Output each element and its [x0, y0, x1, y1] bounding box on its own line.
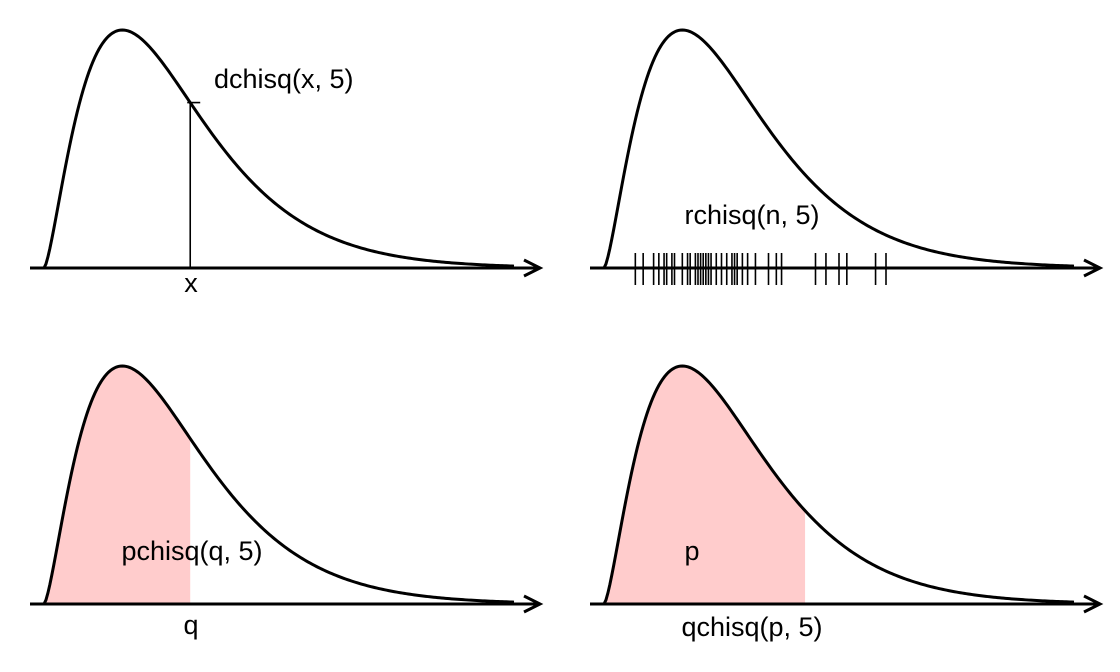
cdf-density-curve [42, 364, 515, 605]
density-function-label: dchisq(x, 5) [214, 64, 354, 94]
cdf-function-label: pchisq(q, 5) [121, 536, 262, 566]
cdf-shaded-area [44, 366, 191, 604]
density-x-label: x [184, 268, 198, 298]
random-axis-arrow [590, 258, 1104, 278]
cdf-axis-arrow [30, 594, 544, 614]
quantile-density-curve [602, 364, 1075, 605]
cdf-q-label: q [183, 610, 198, 640]
quantile-p-label: p [684, 536, 699, 566]
density-panel: dchisq(x, 5) x [30, 28, 544, 298]
quantile-shaded-area [604, 366, 806, 604]
quantile-panel: p qchisq(p, 5) [590, 364, 1104, 642]
quantile-axis-arrow [590, 594, 1104, 614]
random-panel: rchisq(n, 5) [590, 28, 1104, 285]
random-density-curve [602, 28, 1075, 269]
quantile-function-label: qchisq(p, 5) [681, 612, 822, 642]
density-curve [42, 28, 515, 269]
random-function-label: rchisq(n, 5) [684, 200, 819, 230]
cdf-panel: pchisq(q, 5) q [30, 364, 544, 640]
density-axis-arrow [30, 258, 544, 278]
